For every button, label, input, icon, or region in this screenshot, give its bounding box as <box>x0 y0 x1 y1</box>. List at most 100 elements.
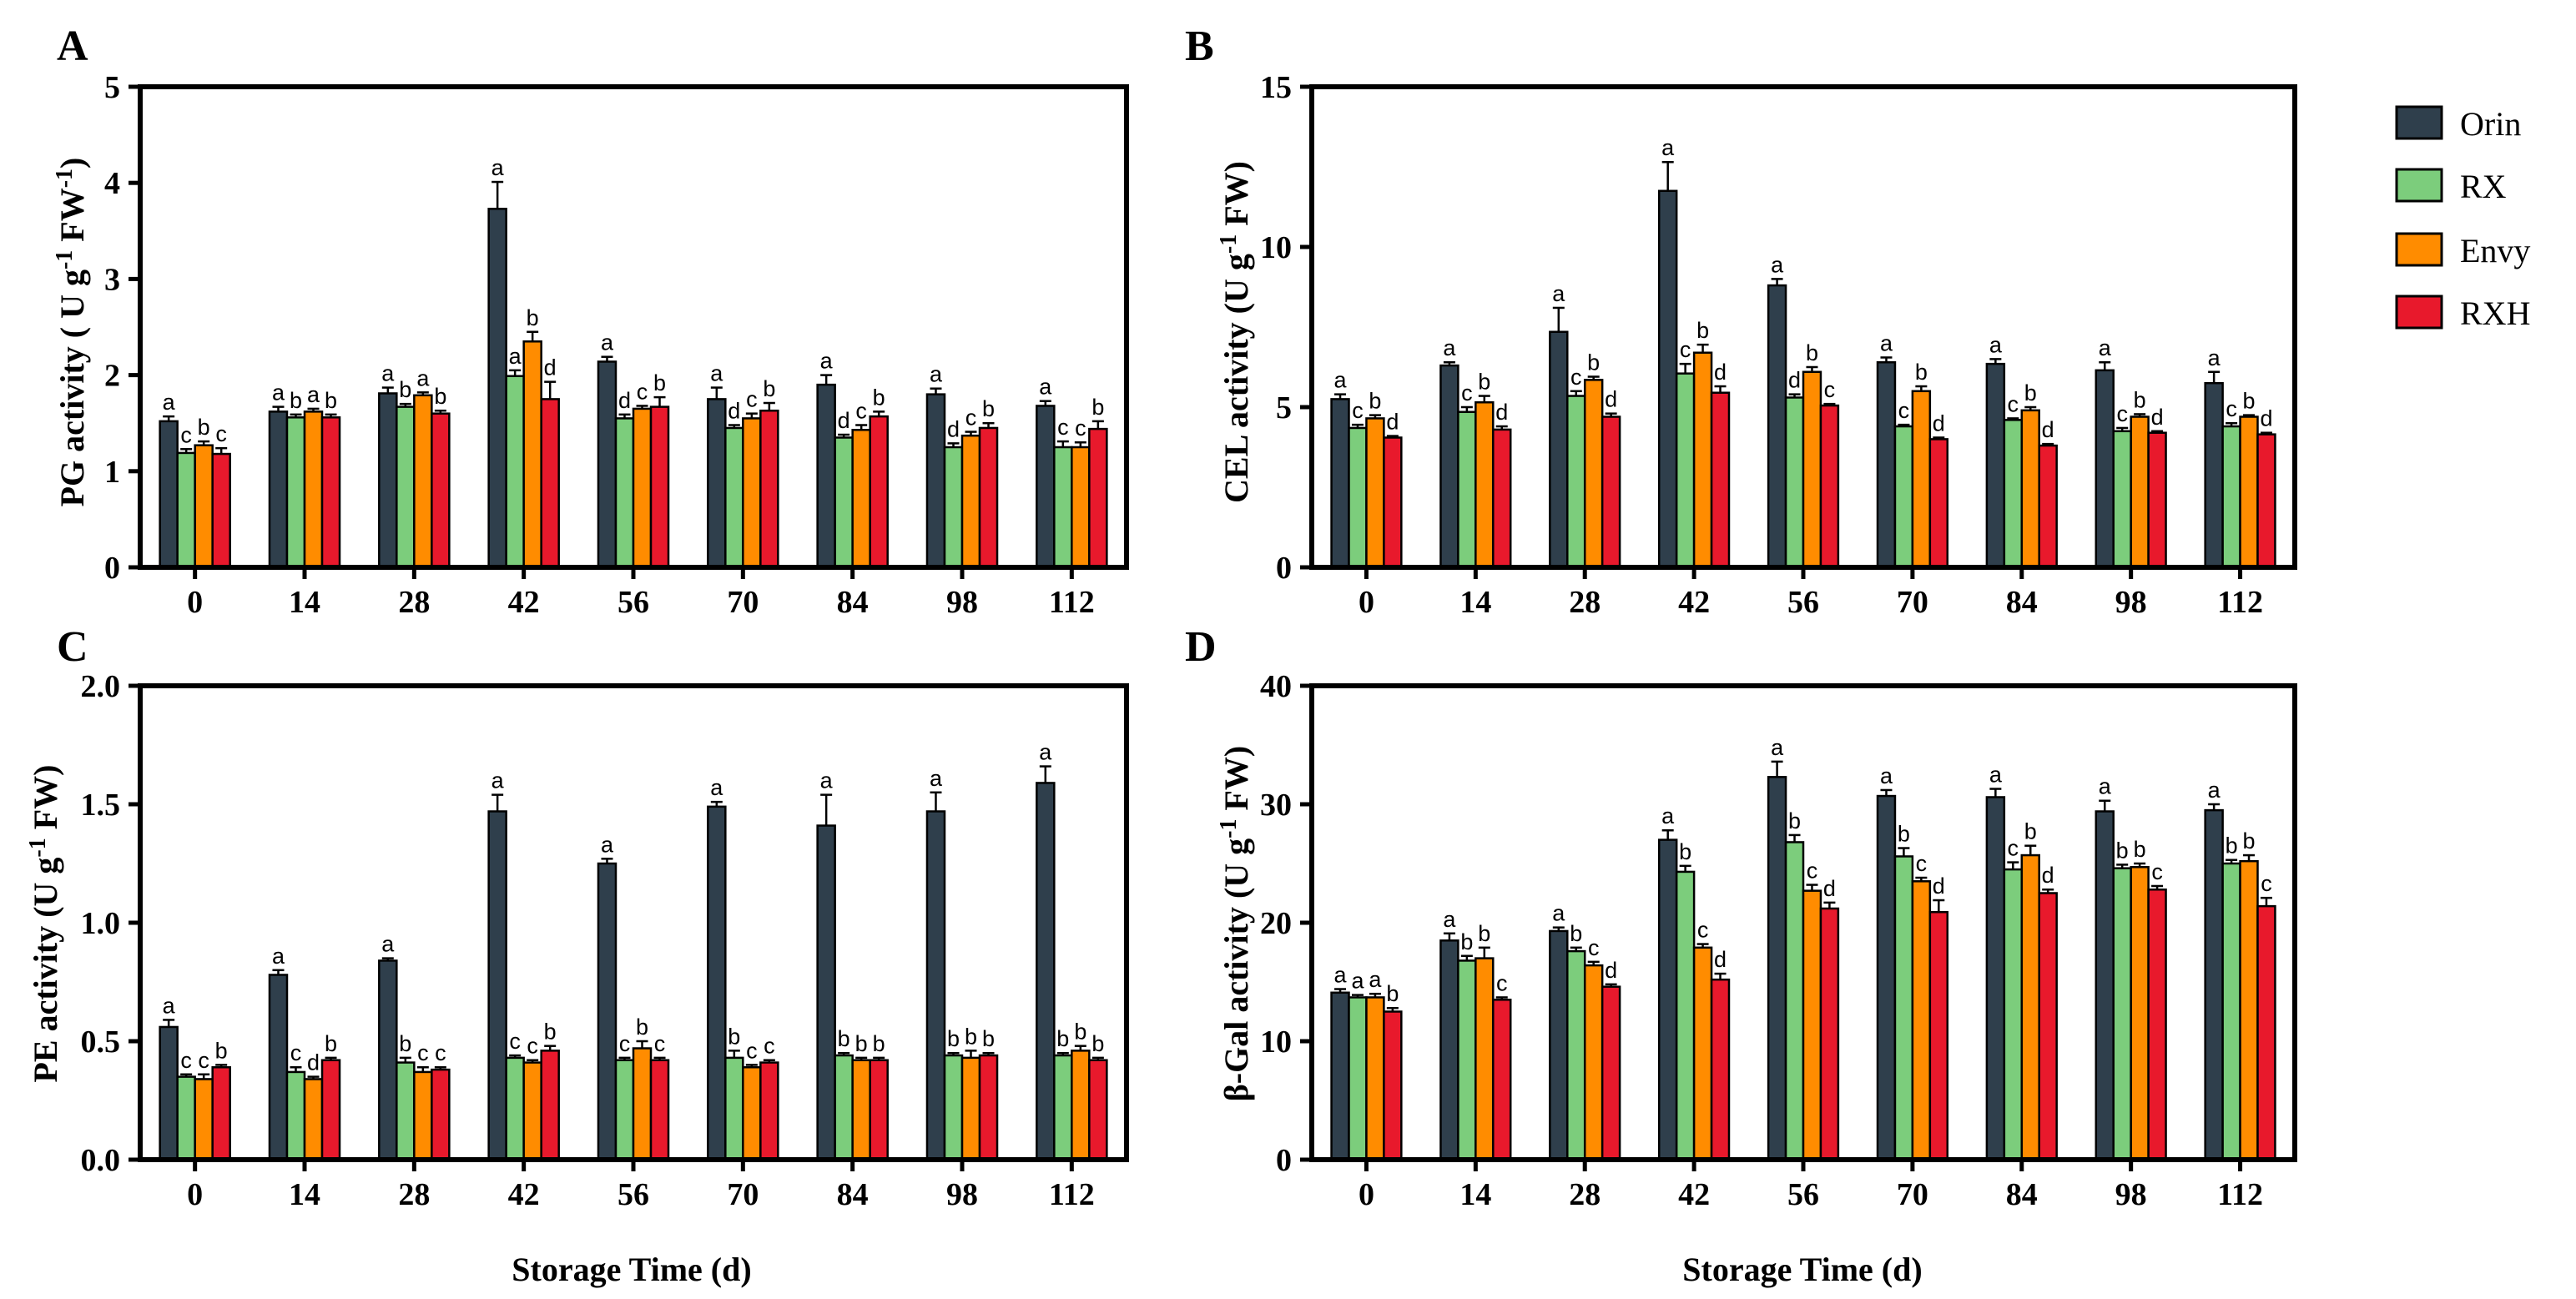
sig-letter-a-112-envy: c <box>1075 415 1086 441</box>
x-tick-label-a-6: 84 <box>837 585 869 620</box>
bar-d-14-envy <box>1475 957 1495 1161</box>
y-tick-label-d-3: 30 <box>1260 788 1292 823</box>
sig-letter-c-28-rxh: c <box>435 1040 446 1065</box>
legend-label-rxh: RXH <box>2460 295 2530 332</box>
bar-d-84-rx <box>2003 868 2024 1161</box>
y-tick-label-d-4: 40 <box>1260 669 1292 704</box>
bar-a-112-orin <box>1036 405 1056 569</box>
sig-letter-c-14-envy: d <box>307 1050 320 1075</box>
bar-b-28-orin <box>1549 330 1569 569</box>
bar-b-56-rxh <box>1819 404 1840 569</box>
sig-letter-c-28-orin: a <box>381 932 395 957</box>
y-tick-label-c-0: 0.0 <box>81 1143 121 1178</box>
bar-a-14-rxh <box>320 416 341 569</box>
bar-a-56-orin <box>597 360 618 569</box>
y-tick-label-b-2: 10 <box>1260 230 1292 265</box>
sig-letter-c-56-envy: b <box>636 1015 648 1040</box>
bar-d-98-rxh <box>2147 888 2167 1161</box>
bar-b-98-rxh <box>2147 431 2167 569</box>
sig-letter-b-14-orin: a <box>1443 335 1456 360</box>
sig-letter-d-98-rx: b <box>2116 838 2129 863</box>
sig-letter-a-14-envy: a <box>307 382 320 407</box>
sig-letter-b-112-rx: c <box>2226 396 2237 421</box>
sig-letter-b-28-rx: c <box>1570 365 1582 390</box>
sig-letter-c-0-orin: a <box>163 993 176 1018</box>
bar-c-42-orin <box>487 810 507 1161</box>
sig-letter-b-98-envy: b <box>2134 387 2146 412</box>
bar-d-98-orin <box>2095 810 2115 1161</box>
sig-letter-b-98-rxh: d <box>2151 405 2164 430</box>
legend-swatch-orin <box>2395 105 2443 140</box>
sig-letter-c-28-rx: b <box>399 1031 411 1056</box>
bar-a-98-envy <box>960 434 981 569</box>
sig-letter-c-98-orin: a <box>930 766 943 791</box>
sig-letter-a-28-rxh: b <box>434 384 446 409</box>
sig-letter-a-28-envy: a <box>416 365 430 390</box>
bar-d-84-rxh <box>2038 892 2058 1161</box>
y-tick-label-c-4: 2.0 <box>81 669 121 704</box>
bar-a-0-orin <box>159 420 179 569</box>
sig-letter-d-112-envy: b <box>2243 828 2256 853</box>
bar-d-28-rxh <box>1601 985 1621 1161</box>
bar-a-0-rxh <box>211 452 231 569</box>
sig-letter-d-70-rx: b <box>1898 822 1910 847</box>
bar-a-28-orin <box>378 392 398 569</box>
sig-letter-a-14-orin: a <box>272 380 285 405</box>
sig-letter-a-112-rxh: b <box>1091 395 1104 420</box>
x-tick-label-a-2: 28 <box>398 585 430 620</box>
legend-swatch-envy <box>2395 232 2443 267</box>
sig-letter-a-84-rxh: b <box>873 385 885 410</box>
x-tick-label-b-4: 56 <box>1787 585 1819 620</box>
bar-b-112-rxh <box>2256 433 2276 569</box>
x-tick-label-a-3: 42 <box>508 585 540 620</box>
x-tick-label-d-1: 14 <box>1459 1177 1491 1212</box>
bar-c-98-envy <box>960 1056 981 1161</box>
bar-d-14-rx <box>1457 959 1477 1161</box>
bar-d-98-envy <box>2130 866 2150 1161</box>
sig-letter-b-112-orin: a <box>2208 345 2221 370</box>
bar-c-14-rx <box>285 1070 306 1161</box>
sig-letter-d-14-orin: a <box>1443 907 1456 932</box>
sig-letter-a-14-rx: b <box>290 388 302 413</box>
bar-c-42-envy <box>522 1061 542 1161</box>
sig-letter-d-28-orin: a <box>1552 901 1565 926</box>
sig-letter-b-56-rxh: c <box>1824 377 1836 402</box>
legend-swatch-rx <box>2395 168 2443 203</box>
y-tick-label-b-0: 0 <box>1276 551 1292 586</box>
bar-b-42-rx <box>1675 372 1696 569</box>
sig-letter-d-28-rx: b <box>1570 921 1582 946</box>
x-tick-label-c-8: 112 <box>1049 1177 1095 1212</box>
sig-letter-a-98-orin: a <box>930 362 943 387</box>
sig-letter-a-70-rx: d <box>728 399 740 424</box>
bar-c-14-envy <box>303 1078 324 1161</box>
sig-letter-c-70-rxh: c <box>764 1034 775 1059</box>
sig-letter-b-98-orin: a <box>2099 335 2112 360</box>
panel-letter-d: D <box>1185 623 1217 671</box>
bar-b-0-rx <box>1348 426 1368 569</box>
bar-b-84-rxh <box>2038 444 2058 569</box>
bar-a-56-envy <box>632 407 653 569</box>
bar-a-70-orin <box>707 398 727 569</box>
sig-letter-c-98-rxh: b <box>982 1026 995 1051</box>
sig-letter-b-112-rxh: d <box>2260 406 2272 431</box>
x-tick-label-a-5: 70 <box>727 585 759 620</box>
bar-c-14-orin <box>268 974 289 1161</box>
bar-c-98-orin <box>925 810 946 1161</box>
bar-d-14-orin <box>1439 939 1459 1161</box>
sig-letter-c-28-envy: c <box>417 1040 429 1065</box>
sig-letter-d-42-orin: a <box>1661 803 1675 828</box>
bar-a-112-envy <box>1071 446 1091 569</box>
x-axis-label-c: Storage Time (d) <box>512 1251 751 1288</box>
bar-a-42-envy <box>522 340 542 569</box>
bar-c-0-orin <box>159 1025 179 1161</box>
bar-b-56-rx <box>1784 396 1805 569</box>
sig-letter-c-42-rxh: b <box>544 1020 557 1045</box>
sig-letter-a-0-orin: a <box>163 390 176 415</box>
x-tick-label-d-4: 56 <box>1787 1177 1819 1212</box>
panel-letter-a: A <box>57 23 88 70</box>
bar-c-28-orin <box>378 959 398 1161</box>
bar-b-0-rxh <box>1383 436 1403 569</box>
sig-letter-a-112-rx: c <box>1057 415 1069 440</box>
